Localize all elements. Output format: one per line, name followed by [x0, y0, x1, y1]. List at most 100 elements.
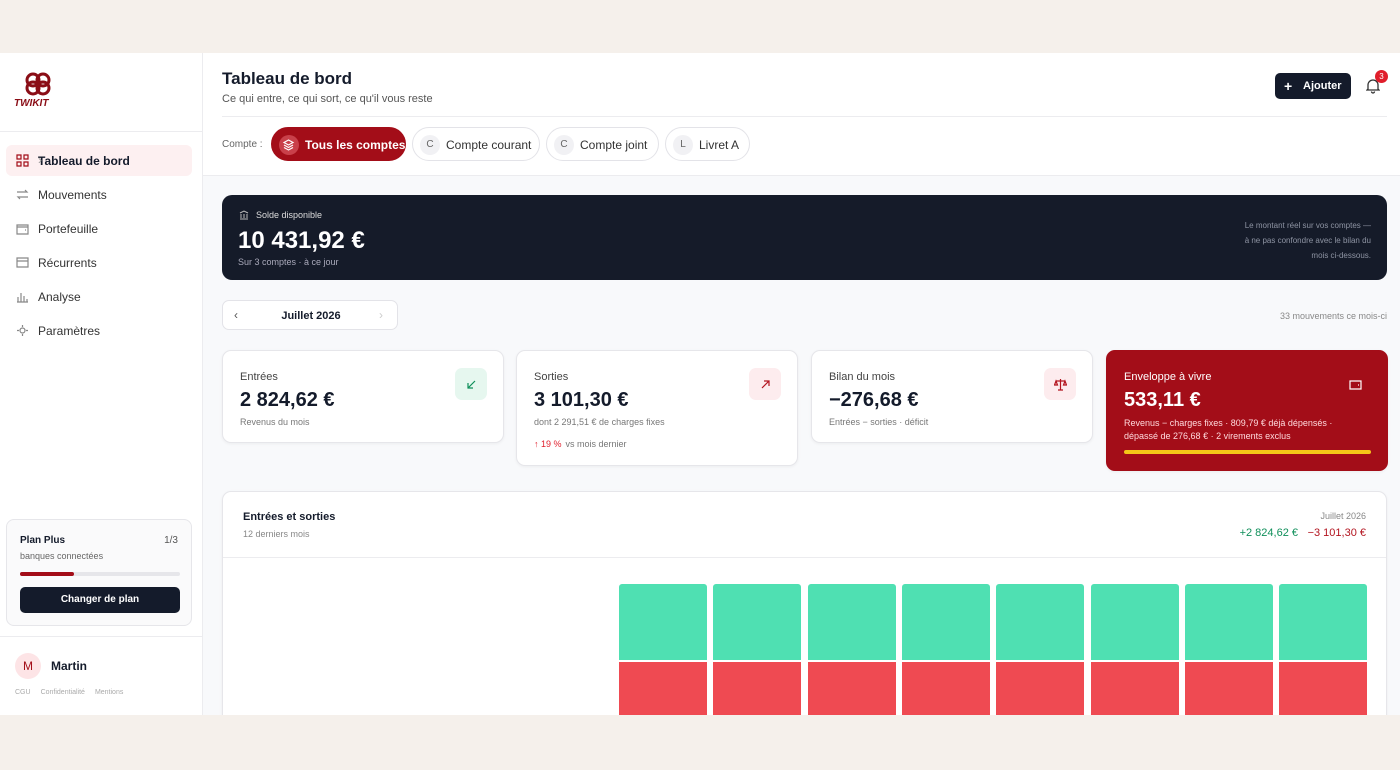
- summary-card: Sorties 3 101,30 € dont 2 291,51 € de char…: [516, 350, 798, 466]
- footer-link[interactable]: Mentions: [94, 689, 124, 696]
- nav-item[interactable]: Analyse: [6, 281, 192, 312]
- card-icon: [455, 368, 487, 400]
- income-bar: [1184, 584, 1273, 660]
- balance-aside: Le montant réel sur vos comptes — à ne pa…: [1245, 218, 1371, 263]
- chip-initial: C: [554, 135, 574, 155]
- aside-line: Le montant réel sur vos comptes —: [1244, 221, 1371, 230]
- card-icon: [1044, 368, 1076, 400]
- plan-track: [20, 572, 180, 576]
- divider: [0, 636, 202, 637]
- footer-link[interactable]: CGU: [15, 689, 31, 696]
- divider: [223, 557, 1386, 558]
- income-bar: [996, 584, 1085, 660]
- flow-expenses: −3 101,30 €: [1307, 527, 1366, 539]
- account-chip[interactable]: C Compte courant: [412, 127, 540, 161]
- icon: [761, 379, 770, 388]
- expense-bar: [996, 662, 1085, 715]
- add-label: Ajouter: [1303, 80, 1342, 92]
- bell[interactable]: [1366, 78, 1380, 94]
- income-bar: [807, 584, 896, 660]
- icon: [17, 293, 28, 303]
- sidebar: TWIKIT Tableau de bord › Mouvements Portefe…: [0, 53, 203, 715]
- icon: [282, 139, 295, 151]
- chip-label: Compte courant: [446, 138, 532, 152]
- icon: [1053, 378, 1067, 391]
- account-chip[interactable]: C Compte joint: [546, 127, 659, 161]
- card-icon: [749, 368, 781, 400]
- card-title: Enveloppe à vivre: [1124, 371, 1212, 383]
- chip-icon: [279, 135, 299, 155]
- footer-link[interactable]: Confidentialité: [40, 689, 85, 696]
- detail-line: Revenus − charges fixes · 809,79 € déjà …: [1124, 418, 1333, 428]
- avatar: M: [15, 653, 41, 679]
- icon: [16, 224, 29, 235]
- income-bar: [901, 584, 990, 660]
- aside-line: à ne pas confondre avec le bilan du: [1244, 236, 1371, 245]
- page-subtitle: Ce qui entre, ce qui sort, ce qu'il vous…: [222, 93, 433, 105]
- nav-item[interactable]: Tableau de bord ›: [6, 145, 192, 176]
- expense-bar: [1090, 662, 1179, 715]
- nav-chevron: ›: [38, 153, 42, 167]
- card-amount: −276,68 €: [829, 389, 919, 411]
- plan-count: 1/3: [164, 535, 178, 546]
- card-title: Bilan du mois: [829, 371, 896, 383]
- nav-item[interactable]: Mouvements: [6, 179, 192, 210]
- income-bar: [1090, 584, 1179, 660]
- icon: [16, 189, 29, 200]
- card-title: Sorties: [534, 371, 569, 383]
- income-bar: [619, 584, 707, 660]
- expense-bar: [807, 662, 896, 715]
- chip-label: Livret A: [699, 138, 740, 152]
- app: TWIKIT Tableau de bord › Mouvements Portefe…: [0, 53, 1400, 715]
- card-detail: dont 2 291,51 € de charges fixes: [534, 417, 665, 427]
- nav-label: Portefeuille: [38, 222, 99, 236]
- summary-card: Entrées 2 824,62 € Revenus du mois: [222, 350, 504, 443]
- nav-label: Analyse: [38, 290, 81, 304]
- add-button[interactable]: + Ajouter: [1275, 73, 1351, 99]
- card-detail: Revenus − charges fixes · 809,79 € déjà …: [1124, 417, 1332, 443]
- notification-badge: 3: [1375, 70, 1388, 83]
- expense-bar: [619, 662, 707, 715]
- page-title: Tableau de bord: [222, 69, 353, 88]
- divider: [222, 116, 1387, 117]
- icon: [16, 257, 29, 268]
- flow-subtitle: 12 derniers mois: [243, 529, 310, 539]
- account-label: Compte :: [222, 139, 263, 150]
- detail-line: dépassé de 276,68 € · 2 virements exclus: [1124, 431, 1291, 441]
- account-chip[interactable]: Tous les comptes: [271, 127, 406, 161]
- card-trend: ↑ 19 % vs mois dernier: [534, 439, 627, 449]
- expense-bar: [901, 662, 990, 715]
- chip-label: Tous les comptes: [305, 138, 406, 152]
- movement-count: 33 mouvements ce mois-ci: [1279, 311, 1387, 321]
- card-icon: [1339, 368, 1371, 400]
- card-amount: 3 101,30 €: [534, 389, 629, 411]
- footer-links: CGU Confidentialité Mentions: [15, 689, 133, 696]
- balance-amount: 10 431,92 €: [238, 227, 365, 254]
- flow-title: Entrées et sorties: [243, 511, 336, 523]
- chip-initial: L: [673, 135, 693, 155]
- period-picker: ‹ Juillet 2026 ›: [222, 300, 398, 330]
- plan-title: Plan Plus: [20, 535, 66, 546]
- aside-line: mois ci-dessous.: [1311, 251, 1371, 260]
- nav-label: Tableau de bord: [38, 154, 130, 168]
- trend-note: vs mois dernier: [565, 439, 627, 449]
- icon: [17, 325, 28, 336]
- expense-bar: [1184, 662, 1273, 715]
- logo-mark: [25, 72, 51, 96]
- logo-text: TWIKIT: [14, 98, 49, 109]
- flow-month: Juillet 2026: [1320, 511, 1366, 521]
- summary-card: Bilan du mois −276,68 € Entrées − sorties …: [811, 350, 1093, 443]
- prev-month[interactable]: ‹: [234, 308, 238, 322]
- card-detail: Entrées − sorties · déficit: [829, 417, 929, 427]
- nav-item[interactable]: Récurrents: [6, 247, 192, 278]
- plan-button[interactable]: Changer de plan: [20, 587, 180, 613]
- user-name[interactable]: Martin: [51, 659, 87, 673]
- header: Tableau de bord Ce qui entre, ce qui sor…: [203, 53, 1400, 176]
- nav-item[interactable]: Paramètres: [6, 315, 192, 346]
- card-amount: 2 824,62 €: [240, 389, 335, 411]
- nav-item[interactable]: Portefeuille: [6, 213, 192, 244]
- trend-value: ↑ 19 %: [534, 439, 562, 449]
- account-chip[interactable]: L Livret A: [665, 127, 750, 161]
- chip-label: Compte joint: [580, 138, 648, 152]
- next-month[interactable]: ›: [379, 308, 383, 322]
